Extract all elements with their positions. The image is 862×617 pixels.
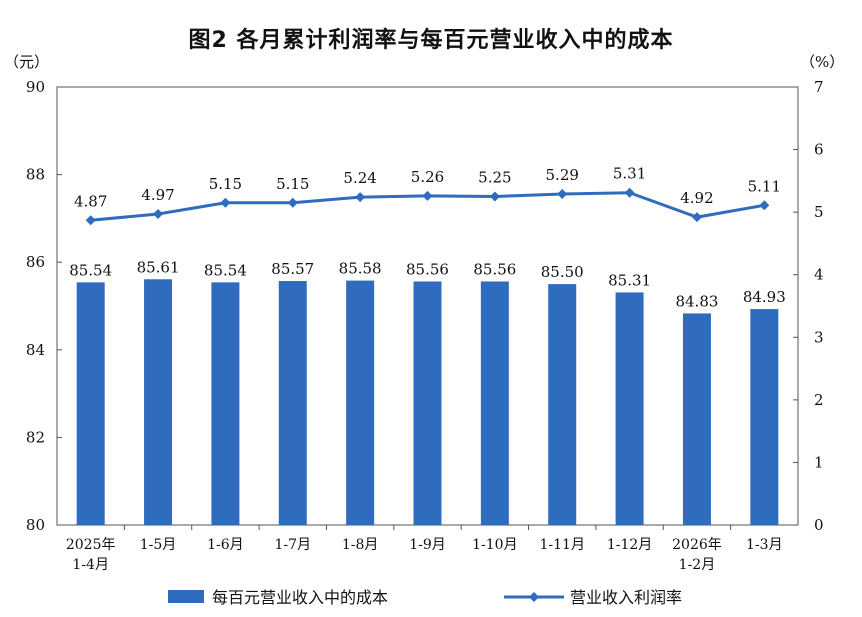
line-point: [85, 215, 96, 226]
line-point: [624, 187, 635, 198]
x-tick-label: 1-10月: [472, 537, 517, 553]
line-point: [557, 188, 568, 199]
right-tick-label: 7: [814, 78, 824, 96]
line-data-label: 5.29: [546, 166, 579, 184]
bar: [211, 282, 240, 525]
line-point: [489, 191, 500, 202]
legend-line-marker: [529, 592, 539, 602]
line-point: [422, 190, 433, 201]
line-data-label: 5.31: [613, 165, 646, 183]
bar-data-label: 85.57: [271, 260, 314, 278]
bar-data-label: 85.58: [339, 260, 382, 278]
bar-data-label: 85.56: [473, 260, 516, 278]
line-data-label: 4.87: [74, 192, 107, 210]
chart-title: 图2 各月累计利润率与每百元营业收入中的成本: [188, 28, 674, 53]
bar-data-label: 85.54: [204, 261, 247, 279]
line-point: [759, 200, 770, 211]
left-tick-label: 84: [26, 341, 45, 359]
bar-data-label: 85.56: [406, 260, 449, 278]
bar: [615, 292, 644, 525]
x-tick-label: 1-12月: [607, 537, 652, 553]
line-point: [355, 192, 366, 203]
x-tick-label: 1-2月: [679, 557, 716, 573]
line-data-label: 5.15: [276, 175, 309, 193]
line-data-label: 5.26: [411, 168, 444, 186]
x-tick-label: 1-8月: [342, 537, 379, 553]
line-data-label: 4.92: [680, 189, 713, 207]
left-tick-label: 82: [26, 428, 45, 446]
left-tick-label: 88: [26, 166, 45, 184]
right-tick-label: 2: [814, 391, 824, 409]
line-point: [220, 197, 231, 208]
right-tick-label: 0: [814, 516, 824, 534]
bar: [144, 279, 173, 525]
x-tick-label: 1-9月: [409, 537, 446, 553]
bar: [76, 282, 105, 525]
x-tick-label: 1-3月: [746, 537, 783, 553]
legend-bar-swatch: [168, 590, 204, 603]
bar-data-label: 85.50: [541, 263, 584, 281]
line-data-label: 5.25: [478, 169, 511, 187]
bar-data-label: 85.61: [137, 258, 180, 276]
line-point: [153, 209, 164, 220]
right-tick-label: 3: [814, 328, 824, 346]
x-tick-label: 1-4月: [72, 557, 109, 573]
legend-bar-label: 每百元营业收入中的成本: [212, 588, 388, 607]
left-tick-label: 80: [26, 516, 45, 534]
bar-data-label: 85.31: [608, 271, 651, 289]
bar: [682, 313, 711, 525]
legend-line-label: 营业收入利润率: [570, 588, 682, 607]
line-point: [691, 212, 702, 223]
bar-data-label: 85.54: [69, 261, 112, 279]
x-tick-label: 2026年: [672, 537, 722, 553]
right-tick-label: 1: [814, 453, 824, 471]
bar-data-label: 84.83: [675, 292, 718, 310]
line-data-label: 5.11: [748, 177, 781, 195]
bar: [413, 281, 442, 525]
bar: [750, 309, 779, 525]
x-tick-label: 2025年: [66, 537, 116, 553]
x-tick-label: 1-7月: [274, 537, 311, 553]
line-data-label: 4.97: [141, 186, 174, 204]
x-tick-label: 1-6月: [207, 537, 244, 553]
bar: [346, 280, 375, 525]
bar: [548, 284, 577, 525]
bar: [480, 281, 509, 525]
right-tick-label: 6: [814, 141, 824, 159]
right-tick-label: 4: [814, 266, 824, 284]
line-point: [287, 197, 298, 208]
right-axis-unit: （%）: [800, 53, 844, 71]
left-axis-unit: （元）: [4, 53, 49, 71]
line-data-label: 5.15: [209, 175, 242, 193]
left-tick-label: 90: [26, 78, 45, 96]
x-tick-label: 1-11月: [540, 537, 585, 553]
bar: [278, 281, 307, 525]
left-tick-label: 86: [26, 253, 45, 271]
bar-data-label: 84.93: [743, 288, 786, 306]
right-tick-label: 5: [814, 203, 824, 221]
x-tick-label: 1-5月: [140, 537, 177, 553]
line-data-label: 5.24: [343, 169, 376, 187]
